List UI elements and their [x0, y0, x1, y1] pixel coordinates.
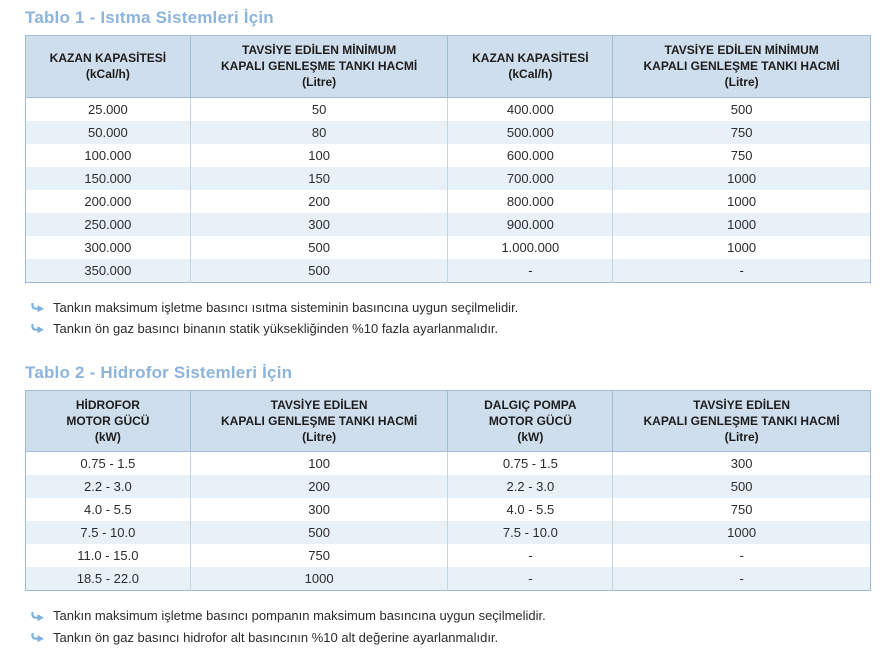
table2-hydrophore-systems: HİDROFOR MOTOR GÜCÜ (kW) TAVSİYE EDİLEN …	[25, 389, 871, 592]
note-text: Tankın maksimum işletme basıncı ısıtma s…	[53, 299, 519, 315]
table2-title: Tablo 2 - Hidrofor Sistemleri İçin	[25, 362, 293, 382]
table-cell: 100	[189, 451, 448, 476]
table-cell: 7.5 - 10.0	[447, 521, 613, 545]
table-cell: -	[612, 567, 871, 591]
table-cell: 2.2 - 3.0	[447, 475, 613, 499]
table-row: 100.000 100 600.000 750	[26, 143, 871, 167]
table1-header-tank-volume-left: TAVSİYE EDİLEN MİNİMUM KAPALI GENLEŞME T…	[189, 35, 449, 98]
table-cell: 1000	[189, 567, 448, 591]
arrow-bullet-icon	[31, 632, 45, 643]
note-item: Tankın maksimum işletme basıncı ısıtma s…	[31, 300, 871, 316]
table-row: 150.000 150 700.000 1000	[25, 166, 871, 190]
table-row: 18.5 - 22.0 1000 - -	[25, 567, 871, 591]
table-cell: 250.000	[25, 212, 191, 236]
table-row: 2.2 - 3.0 200 2.2 - 3.0 500	[25, 475, 871, 499]
table-row: 50.000 80 500.000 750	[25, 120, 871, 144]
table-cell: 1000	[612, 212, 871, 236]
note-item: Tankın ön gaz basıncı binanın statik yük…	[31, 321, 871, 337]
note-text: Tankın ön gaz basıncı binanın statik yük…	[53, 321, 499, 337]
table-cell: -	[612, 258, 871, 283]
table-cell: 300	[189, 498, 448, 522]
table-cell: 0.75 - 1.5	[447, 451, 613, 476]
table1-title: Tablo 1 - Isıtma Sistemleri İçin	[25, 8, 274, 27]
table-cell: 500.000	[447, 120, 613, 144]
table-cell: 150.000	[25, 166, 191, 190]
table-cell: 4.0 - 5.5	[447, 498, 613, 522]
table-cell: 750	[612, 498, 871, 522]
arrow-bullet-icon	[31, 302, 45, 313]
table-cell: 200	[189, 475, 448, 499]
table-cell: 18.5 - 22.0	[25, 567, 191, 591]
table-cell: 1000	[612, 235, 871, 259]
table-cell: 80	[189, 120, 448, 144]
table-cell: 1000	[612, 166, 871, 190]
table-cell: 2.2 - 3.0	[25, 475, 191, 499]
table-cell: 800.000	[447, 189, 613, 213]
table-cell: 25.000	[88, 101, 128, 117]
table-row: 0.75 - 1.5 100 0.75 - 1.5 300	[26, 451, 871, 476]
table-cell: 300.000	[84, 239, 132, 255]
table-cell: 100	[189, 143, 448, 167]
table1-notes: Tankın maksimum işletme basıncı ısıtma s…	[31, 300, 871, 337]
table-row: 200.000 200 800.000 1000	[26, 189, 871, 213]
note-text: Tankın maksimum işletme basıncı pompanın…	[53, 608, 546, 624]
table-cell: 4.0 - 5.5	[84, 502, 132, 518]
table-cell: 300	[612, 451, 871, 476]
table2-header-tank-volume-left: TAVSİYE EDİLEN KAPALI GENLEŞME TANKI HAC…	[189, 389, 449, 453]
table-cell: -	[447, 567, 613, 591]
arrow-bullet-icon	[31, 611, 45, 622]
table2-header-submersible-pump-motor-power: DALGIÇ POMPA MOTOR GÜCÜ (kW)	[447, 389, 614, 453]
table-cell: 500	[612, 97, 871, 121]
table2-header-hydrophore-motor-power: HİDROFOR MOTOR GÜCÜ (kW)	[25, 389, 191, 453]
table-cell: 200.000	[84, 193, 132, 209]
table-row: 300.000 500 1.000.000 1000	[26, 235, 871, 259]
table1-header-boiler-capacity-right: KAZAN KAPASİTESİ (kCal/h)	[447, 35, 614, 98]
table-cell: 900.000	[447, 212, 613, 236]
table-cell: 100.000	[84, 147, 132, 163]
table-cell: 1000	[612, 189, 871, 213]
table-row: 350.000 500 - -	[25, 258, 871, 283]
table-cell: 7.5 - 10.0	[25, 521, 191, 545]
table1-header-boiler-capacity-left: KAZAN KAPASİTESİ (kCal/h)	[25, 35, 191, 98]
table-cell: 600.000	[447, 143, 613, 167]
table2-header-tank-volume-right: TAVSİYE EDİLEN KAPALI GENLEŞME TANKI HAC…	[612, 389, 871, 453]
table1-heating-systems: KAZAN KAPASİTESİ (kCal/h) TAVSİYE EDİLEN…	[25, 35, 871, 283]
table-cell: 700.000	[447, 166, 613, 190]
table-cell: 150	[189, 166, 448, 190]
table-cell: 1000	[612, 521, 871, 545]
table-cell: -	[447, 258, 613, 283]
table1-header-tank-volume-right: TAVSİYE EDİLEN MİNİMUM KAPALI GENLEŞME T…	[612, 35, 871, 98]
note-item: Tankın ön gaz basıncı hidrofor alt basın…	[31, 630, 871, 646]
table2-header-row: HİDROFOR MOTOR GÜCÜ (kW) TAVSİYE EDİLEN …	[25, 389, 871, 453]
table-cell: 50	[189, 97, 448, 121]
note-item: Tankın maksimum işletme basıncı pompanın…	[31, 608, 871, 624]
table-cell: 0.75 - 1.5	[80, 456, 136, 472]
table-cell: 300	[189, 212, 448, 236]
table-cell: 750	[612, 120, 871, 144]
table-cell: 200	[189, 189, 448, 213]
table-cell: 350.000	[25, 258, 191, 283]
note-text: Tankın ön gaz basıncı hidrofor alt basın…	[53, 629, 499, 645]
table-cell: 750	[189, 544, 448, 568]
table-cell: 50.000	[25, 120, 191, 144]
table-row: 250.000 300 900.000 1000	[25, 212, 871, 236]
table-cell: 11.0 - 15.0	[77, 548, 139, 564]
table1-header-row: KAZAN KAPASİTESİ (kCal/h) TAVSİYE EDİLEN…	[25, 35, 871, 98]
table-row: 7.5 - 10.0 500 7.5 - 10.0 1000	[25, 521, 871, 545]
table-cell: 400.000	[447, 97, 613, 121]
table-row: 25.000 50 400.000 500	[26, 97, 871, 121]
table-row: 11.0 - 15.0 750 - -	[26, 544, 871, 568]
table-cell: 750	[612, 143, 871, 167]
arrow-bullet-icon	[31, 323, 45, 334]
table-cell: -	[612, 544, 871, 568]
table-cell: 500	[612, 475, 871, 499]
table-cell: 500	[189, 235, 448, 259]
table-cell: 1.000.000	[447, 235, 613, 259]
table-row: 4.0 - 5.5 300 4.0 - 5.5 750	[26, 498, 871, 522]
table-cell: 500	[189, 521, 448, 545]
table-cell: -	[447, 544, 613, 568]
table-cell: 500	[189, 258, 448, 283]
